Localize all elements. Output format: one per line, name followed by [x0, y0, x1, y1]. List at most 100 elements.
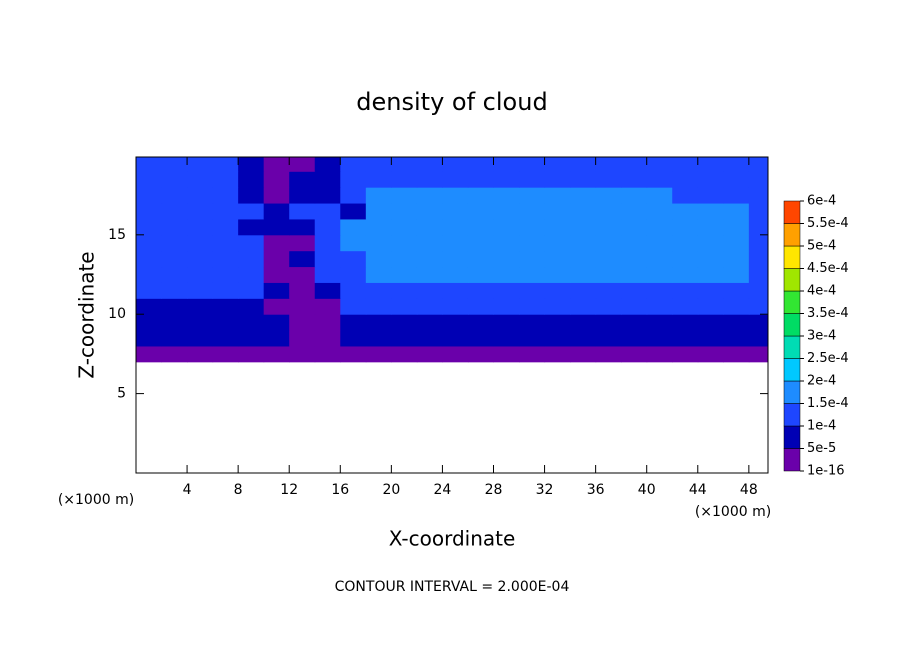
- cell: [697, 330, 724, 347]
- cell: [365, 250, 392, 268]
- cell: [391, 157, 418, 172]
- cell: [570, 218, 597, 236]
- cell: [748, 266, 768, 283]
- cell: [672, 266, 699, 283]
- cell: [544, 282, 571, 299]
- cell: [697, 314, 724, 331]
- cell: [621, 330, 648, 347]
- cell: [595, 250, 622, 268]
- cell: [161, 282, 188, 299]
- cell: [621, 218, 648, 236]
- cell: [672, 234, 699, 252]
- cell: [289, 171, 316, 188]
- y-tick-label: 10: [108, 306, 126, 322]
- cell: [646, 234, 673, 252]
- cell: [289, 234, 316, 252]
- cell: [340, 266, 367, 283]
- cell: [748, 187, 768, 204]
- cell: [570, 234, 597, 252]
- colorbar-label: 3e-4: [807, 329, 836, 344]
- colorbar-label: 2e-4: [807, 374, 836, 389]
- cell: [289, 298, 316, 315]
- colorbar-box: [783, 335, 801, 359]
- cell: [672, 282, 699, 299]
- cell: [263, 282, 290, 299]
- cell: [263, 314, 290, 331]
- x-tick-label: 12: [280, 482, 298, 498]
- colorbar-label: 3.5e-4: [807, 306, 849, 321]
- cell: [595, 330, 622, 347]
- x-tick-label: 8: [234, 482, 243, 498]
- cell: [238, 330, 265, 347]
- cell: [340, 234, 367, 252]
- cell: [161, 266, 188, 283]
- cell: [136, 266, 163, 283]
- cell: [442, 187, 469, 204]
- cell: [672, 345, 699, 363]
- cell: [442, 157, 469, 172]
- cell: [723, 282, 750, 299]
- cell: [314, 250, 341, 268]
- cell: [314, 171, 341, 188]
- cell: [289, 345, 316, 363]
- cell: [340, 314, 367, 331]
- colorbar-label: 4e-4: [807, 284, 836, 299]
- cell: [570, 282, 597, 299]
- cell: [187, 266, 214, 283]
- cell: [467, 203, 494, 220]
- cell: [621, 282, 648, 299]
- cell: [340, 298, 367, 315]
- cell: [212, 345, 239, 363]
- cell: [365, 298, 392, 315]
- cell: [391, 187, 418, 204]
- cell: [544, 298, 571, 315]
- cell: [570, 266, 597, 283]
- cell: [493, 282, 520, 299]
- cell: [697, 203, 724, 220]
- cell: [340, 187, 367, 204]
- cell: [570, 250, 597, 268]
- cell: [263, 203, 290, 220]
- cell: [646, 171, 673, 188]
- cell: [697, 250, 724, 268]
- cell: [391, 345, 418, 363]
- cell: [187, 234, 214, 252]
- cell: [238, 171, 265, 188]
- cell: [493, 330, 520, 347]
- cell: [467, 330, 494, 347]
- cell: [672, 330, 699, 347]
- cell: [672, 171, 699, 188]
- cell: [187, 187, 214, 204]
- cell: [570, 330, 597, 347]
- cell: [621, 203, 648, 220]
- colorbar-label: 5e-4: [807, 239, 836, 254]
- cell: [212, 234, 239, 252]
- cell: [263, 298, 290, 315]
- cell: [416, 345, 443, 363]
- plot-frame: [135, 156, 769, 474]
- cell: [467, 282, 494, 299]
- cell: [238, 187, 265, 204]
- cell: [161, 298, 188, 315]
- cell: [416, 218, 443, 236]
- cell: [467, 345, 494, 363]
- cell: [493, 157, 520, 172]
- cell: [442, 266, 469, 283]
- cell: [519, 314, 546, 331]
- cell: [187, 314, 214, 331]
- cell: [187, 330, 214, 347]
- cell: [263, 266, 290, 283]
- cell: [212, 266, 239, 283]
- cell: [416, 234, 443, 252]
- cell: [161, 171, 188, 188]
- cell: [365, 157, 392, 172]
- cell: [416, 314, 443, 331]
- cell: [595, 171, 622, 188]
- cell: [646, 157, 673, 172]
- cell: [493, 266, 520, 283]
- cell: [314, 282, 341, 299]
- cell: [314, 298, 341, 315]
- cell: [238, 266, 265, 283]
- cell: [544, 218, 571, 236]
- cell: [570, 187, 597, 204]
